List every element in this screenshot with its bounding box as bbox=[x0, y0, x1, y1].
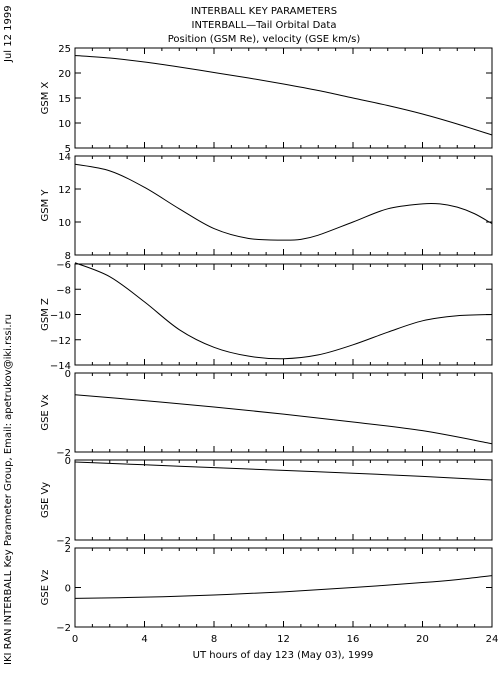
panel-gsm-z: −14 −12 −10 −8 −6 GSM Z bbox=[40, 260, 493, 372]
y-axis-label: GSE Vy bbox=[40, 482, 51, 518]
x-tick-label: 16 bbox=[347, 634, 360, 645]
y-axis-label: GSM Z bbox=[40, 298, 51, 331]
y-tick-label: −14 bbox=[50, 361, 71, 372]
y-tick-label: −8 bbox=[56, 285, 71, 296]
y-tick-label: 12 bbox=[58, 185, 71, 196]
title-line-1: INTERBALL KEY PARAMETERS bbox=[191, 6, 337, 17]
y-tick-label: 5 bbox=[65, 144, 71, 155]
y-axis-label: GSE Vz bbox=[40, 570, 51, 606]
panel-gse-vy: −2 0 GSE Vy bbox=[40, 456, 493, 547]
y-tick-label: −6 bbox=[56, 260, 71, 271]
panel-frame bbox=[74, 372, 493, 453]
y-tick-label: 10 bbox=[58, 119, 71, 130]
y-tick-label: −12 bbox=[50, 336, 71, 347]
panel-gse-vx: −2 0 GSE Vx bbox=[40, 369, 493, 459]
panel-frame bbox=[74, 547, 493, 628]
y-tick-label: −2 bbox=[56, 536, 71, 547]
x-tick-label: 0 bbox=[72, 634, 78, 645]
panel-gsm-x: 5 10 15 20 25 GSM X bbox=[40, 44, 493, 155]
y-axis-label: GSM X bbox=[40, 81, 51, 114]
y-tick-label: 0 bbox=[65, 584, 71, 595]
y-axis-label: GSM Y bbox=[40, 189, 51, 222]
x-tick-label: 8 bbox=[211, 634, 217, 645]
y-tick-label: 20 bbox=[58, 69, 71, 80]
x-axis-label: UT hours of day 123 (May 03), 1999 bbox=[193, 650, 374, 661]
y-tick-label: 14 bbox=[58, 152, 71, 163]
panel-frame bbox=[74, 263, 493, 366]
series-line bbox=[74, 394, 493, 445]
y-tick-label: 8 bbox=[65, 251, 71, 262]
x-tick-label: 24 bbox=[486, 634, 499, 645]
panel-frame bbox=[74, 459, 493, 541]
series-line bbox=[74, 55, 493, 136]
y-tick-label: 2 bbox=[65, 544, 71, 555]
y-tick-label: 10 bbox=[58, 218, 71, 229]
y-tick-label: −10 bbox=[50, 311, 71, 322]
x-tick-label: 12 bbox=[277, 634, 290, 645]
series-line bbox=[74, 575, 493, 599]
title-line-3: Position (GSM Re), velocity (GSE km/s) bbox=[168, 34, 361, 45]
series-line bbox=[74, 163, 493, 241]
y-tick-label: −2 bbox=[56, 623, 71, 634]
y-tick-label: 0 bbox=[65, 369, 71, 380]
panel-gsm-y: 8 10 12 14 GSM Y bbox=[40, 152, 493, 262]
x-tick-label: 4 bbox=[141, 634, 147, 645]
y-tick-label: 15 bbox=[58, 94, 71, 105]
title-line-2: INTERBALL—Tail Orbital Data bbox=[192, 20, 337, 31]
y-tick-label: −2 bbox=[56, 448, 71, 459]
side-date: Jul 12 1999 bbox=[3, 5, 14, 63]
y-tick-label: 25 bbox=[58, 44, 71, 55]
x-tick-label: 20 bbox=[416, 634, 429, 645]
side-credit: IKI RAN INTERBALL Key Parameter Group, E… bbox=[3, 314, 14, 665]
series-line bbox=[74, 262, 493, 360]
series-line bbox=[74, 461, 493, 481]
panel-frame bbox=[74, 47, 493, 149]
y-tick-label: 0 bbox=[65, 456, 71, 467]
y-axis-label: GSE Vx bbox=[40, 394, 51, 430]
